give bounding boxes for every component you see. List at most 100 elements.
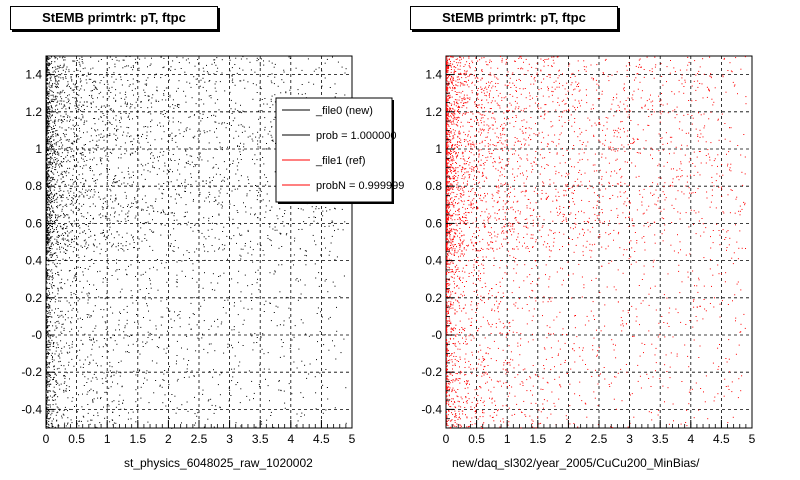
data-point bbox=[46, 254, 47, 255]
data-point bbox=[530, 75, 532, 77]
data-point bbox=[46, 63, 48, 65]
data-point bbox=[48, 136, 49, 138]
data-point bbox=[186, 81, 188, 83]
data-point bbox=[175, 363, 177, 365]
data-point bbox=[172, 121, 174, 123]
data-point bbox=[54, 122, 56, 124]
data-point bbox=[46, 276, 48, 277]
data-point bbox=[55, 325, 57, 327]
data-point bbox=[95, 106, 97, 108]
data-point bbox=[160, 300, 162, 302]
data-point bbox=[465, 77, 467, 79]
data-point bbox=[447, 138, 449, 140]
data-point bbox=[47, 353, 49, 355]
data-point bbox=[156, 89, 158, 91]
data-point bbox=[105, 106, 107, 108]
data-point bbox=[235, 384, 237, 386]
data-point bbox=[56, 239, 58, 241]
data-point bbox=[218, 214, 220, 216]
data-point bbox=[82, 147, 84, 149]
data-point bbox=[157, 124, 158, 126]
data-point bbox=[320, 334, 322, 335]
data-point bbox=[648, 304, 650, 306]
data-point bbox=[149, 319, 151, 321]
data-point bbox=[215, 173, 217, 175]
data-point bbox=[166, 169, 168, 171]
data-point bbox=[116, 59, 118, 61]
data-point bbox=[46, 113, 47, 115]
data-point bbox=[240, 104, 241, 106]
data-point bbox=[61, 352, 63, 354]
data-point bbox=[54, 223, 56, 225]
data-point bbox=[322, 412, 324, 414]
data-point bbox=[136, 80, 138, 82]
data-point bbox=[69, 188, 71, 190]
data-point bbox=[77, 209, 79, 211]
data-point bbox=[303, 221, 305, 223]
data-point bbox=[76, 139, 78, 141]
data-point bbox=[48, 312, 50, 314]
data-point bbox=[301, 93, 303, 95]
data-point bbox=[222, 307, 224, 308]
data-point bbox=[492, 97, 494, 99]
data-point bbox=[546, 76, 548, 77]
data-point bbox=[55, 336, 57, 338]
data-point bbox=[69, 331, 71, 333]
data-point bbox=[47, 228, 49, 230]
data-point bbox=[550, 333, 552, 335]
data-point bbox=[185, 334, 187, 336]
data-point bbox=[115, 94, 116, 96]
data-point bbox=[132, 118, 133, 120]
data-point bbox=[49, 417, 51, 419]
data-point bbox=[317, 307, 319, 309]
data-point bbox=[454, 406, 456, 408]
data-point bbox=[76, 350, 78, 352]
data-point bbox=[69, 378, 70, 380]
data-point bbox=[46, 198, 48, 200]
data-point bbox=[113, 181, 115, 183]
data-point bbox=[52, 121, 54, 123]
data-point bbox=[61, 73, 63, 75]
data-point bbox=[92, 344, 93, 346]
data-point bbox=[119, 92, 121, 94]
data-point bbox=[57, 411, 59, 413]
data-point bbox=[182, 57, 184, 59]
data-point bbox=[115, 89, 117, 91]
data-point bbox=[82, 158, 84, 160]
data-point bbox=[55, 169, 57, 171]
data-point bbox=[46, 110, 48, 112]
data-point bbox=[47, 75, 49, 77]
data-point bbox=[106, 281, 108, 283]
data-point bbox=[265, 205, 267, 207]
data-point bbox=[279, 291, 281, 293]
data-point bbox=[83, 216, 85, 218]
data-point bbox=[494, 235, 496, 237]
data-point bbox=[208, 191, 210, 193]
data-point bbox=[118, 400, 120, 402]
data-point bbox=[161, 262, 163, 264]
data-point bbox=[556, 200, 558, 202]
data-point bbox=[46, 335, 48, 337]
data-point bbox=[132, 69, 134, 71]
data-point bbox=[52, 282, 53, 284]
data-point bbox=[185, 204, 187, 206]
data-point bbox=[334, 407, 336, 409]
data-point bbox=[184, 215, 186, 217]
data-point bbox=[83, 287, 84, 289]
x-tick-label: 4.5 bbox=[313, 432, 330, 446]
data-point bbox=[220, 323, 222, 325]
data-point bbox=[198, 154, 200, 156]
data-point bbox=[553, 237, 555, 239]
data-point bbox=[216, 128, 217, 130]
data-point bbox=[514, 60, 515, 62]
data-point bbox=[49, 395, 51, 397]
data-point bbox=[92, 101, 94, 103]
data-point bbox=[46, 321, 48, 323]
data-point bbox=[447, 378, 449, 380]
data-point bbox=[130, 418, 132, 420]
data-point bbox=[216, 149, 218, 150]
data-point bbox=[56, 248, 58, 250]
data-point bbox=[283, 390, 285, 392]
data-point bbox=[267, 181, 269, 183]
data-point bbox=[104, 201, 106, 203]
